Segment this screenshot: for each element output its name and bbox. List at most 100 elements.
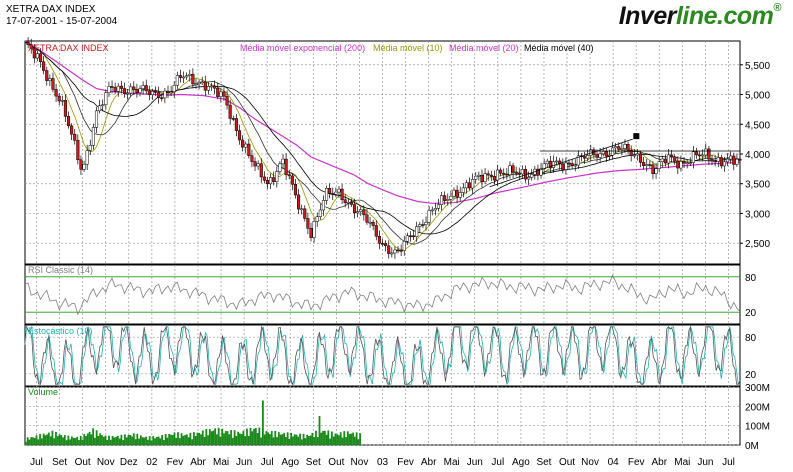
candle-body <box>272 177 276 182</box>
volume-bar <box>224 431 227 445</box>
candle-body <box>539 168 543 176</box>
volume-bar <box>106 439 109 445</box>
candle-body <box>551 161 556 168</box>
volume-bar <box>154 438 156 445</box>
legend-item: Média móvel (20) <box>449 43 519 53</box>
volume-bar <box>189 432 192 445</box>
volume-bar <box>274 430 277 445</box>
candle-body <box>328 187 332 194</box>
x-tick-label: Dez <box>120 457 138 468</box>
candle-body <box>85 150 89 165</box>
volume-bar <box>345 437 347 445</box>
candle-body <box>688 162 692 164</box>
volume-bar <box>242 430 245 445</box>
candle-body <box>73 133 77 141</box>
candle-body <box>194 83 198 86</box>
volume-bar <box>198 432 201 445</box>
volume-bar <box>185 434 188 445</box>
volume-bar <box>313 437 316 445</box>
candle-body <box>160 97 164 99</box>
volume-bar <box>281 434 284 445</box>
volume-bar <box>267 432 270 445</box>
candle-body <box>91 127 95 146</box>
candle-body <box>169 91 173 94</box>
candle-body <box>402 241 406 251</box>
volume-bar <box>150 440 153 445</box>
volume-bar <box>341 437 344 445</box>
candle-body <box>297 194 301 210</box>
candle-body <box>241 139 245 148</box>
price-tick-label: 3,500 <box>745 180 770 191</box>
x-tick-label: Nov <box>581 457 599 468</box>
candle-body <box>113 87 117 92</box>
volume-bar <box>39 433 41 445</box>
price-panel <box>24 37 742 259</box>
candle-body <box>119 85 123 89</box>
volume-bar <box>359 433 362 445</box>
candle-body <box>265 180 270 185</box>
candle-body <box>122 88 127 94</box>
candle-body <box>583 156 587 159</box>
x-tick-label: 02 <box>146 457 158 468</box>
volume-bar <box>316 437 319 445</box>
volume-bar <box>263 434 266 445</box>
volume-bar <box>338 435 340 445</box>
volume-bar <box>276 437 278 445</box>
volume-bar <box>353 436 356 445</box>
volume-bar <box>70 436 73 445</box>
volume-bar <box>28 439 31 445</box>
volume-bar <box>83 434 86 445</box>
legend-item: Média móvel exponencial (200) <box>240 43 365 53</box>
candle-body <box>306 218 310 229</box>
rsi-title: RSI Classic (14) <box>28 265 93 275</box>
volume-bar <box>162 440 165 445</box>
candle-body <box>595 154 599 158</box>
volume-bar <box>208 429 211 445</box>
ma20-line <box>24 41 741 245</box>
candle-body <box>440 195 444 205</box>
candle-body <box>710 158 714 162</box>
volume-bar <box>44 435 47 445</box>
volume-bar <box>79 435 82 445</box>
candle-body <box>471 179 475 189</box>
legend-item: Média móvel (10) <box>373 43 443 53</box>
candle-body <box>604 151 608 157</box>
volume-bar <box>159 438 162 445</box>
candle-body <box>269 177 273 185</box>
candle-body <box>262 176 266 181</box>
volume-bar <box>134 439 137 445</box>
volume-bar <box>329 438 332 445</box>
volume-bar <box>35 435 38 445</box>
volume-bar <box>226 431 229 445</box>
volume-bar <box>210 431 213 445</box>
volume-bar <box>46 434 49 445</box>
volume-bar <box>81 439 84 445</box>
volume-bar <box>334 433 337 445</box>
candle-body <box>166 90 170 94</box>
candle-body <box>175 75 179 86</box>
logo-registered-mark: ® <box>773 2 781 14</box>
volume-bar <box>270 431 273 445</box>
volume-bar <box>60 435 63 445</box>
candle-body <box>178 75 182 78</box>
ma40-line <box>24 41 741 235</box>
candle-body <box>54 89 58 97</box>
axes: Jul Set Out Nov Dez 02 Fev Abr Mai Jun Jul Ago Set Ou… <box>28 61 770 468</box>
volume-bar <box>339 432 342 445</box>
price-tick-label: 3,000 <box>745 209 770 220</box>
x-tick-label: Set <box>306 457 321 468</box>
candle-body <box>206 86 210 91</box>
candle-body <box>219 91 223 97</box>
candle-body <box>256 163 260 167</box>
candle-body <box>343 199 347 204</box>
volume-bar <box>230 430 232 445</box>
candle-body <box>377 235 381 244</box>
volume-bar <box>355 432 358 445</box>
candle-body <box>707 148 711 160</box>
candle-body <box>449 195 453 200</box>
candle-body <box>349 202 353 205</box>
candle-body <box>200 81 204 83</box>
volume-bar <box>33 437 36 445</box>
candle-body <box>735 158 739 165</box>
candle-body <box>290 175 294 185</box>
